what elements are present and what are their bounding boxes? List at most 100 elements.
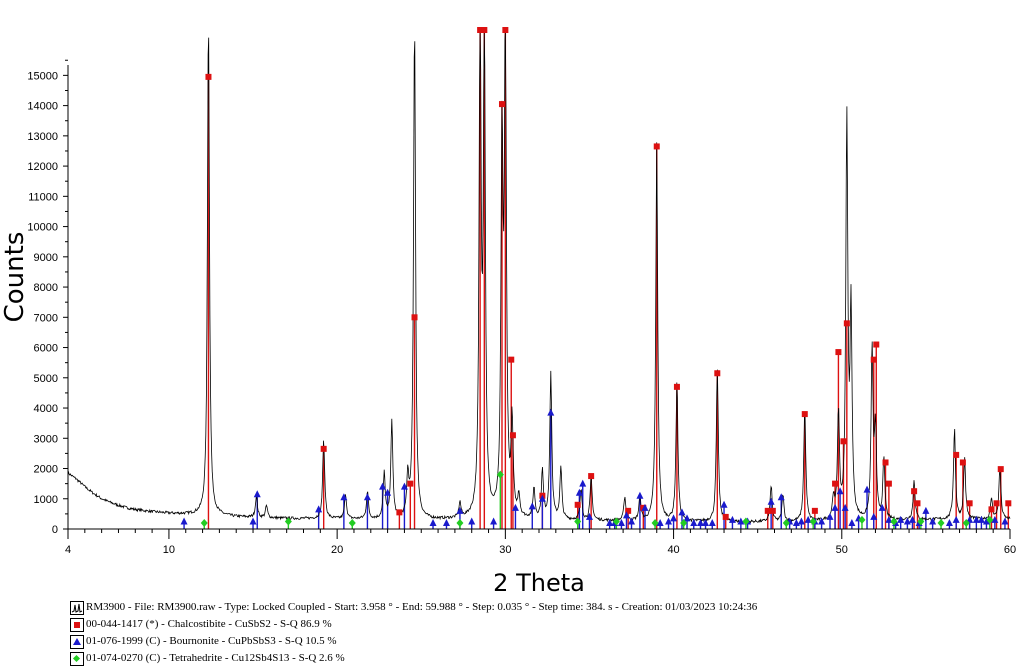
triangle-marker [836,487,844,495]
triangle-marker [606,518,614,526]
square-marker [966,500,973,507]
diamond-marker [612,517,620,526]
y-axis-title: Counts [0,232,30,323]
square-marker [953,451,960,458]
triangle-marker [690,518,698,526]
triangle-marker [456,506,464,514]
square-marker [502,27,509,33]
triangle-marker [253,490,261,498]
square-marker [320,445,327,452]
triangle-marker [622,511,630,519]
square-marker [205,73,212,80]
y-tick-label: 4000 [34,403,58,415]
square-marker [653,143,660,150]
square-marker [764,507,771,514]
square-marker [988,506,995,513]
triangle-marker [490,517,498,525]
x-axis-title: 2 Theta [493,569,585,597]
square-marker [882,459,889,466]
triangle-marker [885,515,893,523]
triangle-marker [841,503,849,511]
square-marker [407,480,414,487]
triangle-marker [922,506,930,514]
x-tick-label: 50 [836,544,848,556]
y-tick-label: 13000 [27,131,58,143]
triangle-marker [585,512,593,520]
triangle-marker [528,502,536,510]
triangle-marker [977,515,985,523]
legend-item-chalcostibite: 00-044-1417 (*) - Chalcostibite - CuSbS2… [70,617,757,634]
y-tick-label: 7000 [34,312,58,324]
triangle-marker [991,515,999,523]
triangle-marker [777,493,785,501]
y-tick-label: 6000 [34,343,58,355]
legend-item-tetrahedrite: 01-074-0270 (C) - Tetrahedrite - Cu12Sb4… [70,651,757,668]
square-marker [574,501,581,508]
y-tick-label: 9000 [34,252,58,264]
diamond-marker [782,518,790,527]
legend-label: 01-076-1999 (C) - Bournonite - CuPbSbS3 … [86,635,337,647]
y-tick-label: 10000 [27,222,58,234]
triangle-marker [249,517,257,525]
triangle-marker [797,517,805,525]
triangle-marker [683,514,691,522]
triangle-marker [972,515,980,523]
square-marker [811,507,818,514]
legend-label: RM3900 - File: RM3900.raw - Type: Locked… [86,601,758,613]
triangle-marker [429,518,437,526]
reference-markers [180,27,1012,527]
square-marker [508,356,515,363]
triangle-marker [728,515,736,523]
blue-triangle-icon [70,634,84,649]
triangle-marker [636,491,644,499]
square-marker [588,473,595,480]
diamond-marker [200,518,208,527]
reference-sticks [183,30,1010,529]
red-square-icon [70,617,84,632]
triangle-marker [538,494,546,502]
diamond-marker [809,517,817,526]
diamond-marker [742,517,750,526]
square-marker [873,341,880,348]
y-ticks: 0 1000 2000 3000 4000 5000 6000 7000 8000 9000 100… [27,59,68,536]
square-marker [911,488,918,495]
x-tick-label: 30 [499,544,511,556]
y-tick-label: 14000 [27,101,58,113]
x-tick-label: 20 [331,544,343,556]
triangle-marker [708,518,716,526]
square-marker [832,480,839,487]
triangle-marker [665,517,673,525]
diamond-marker [574,517,582,526]
square-marker [625,507,632,514]
square-marker [396,509,403,516]
diamond-marker [456,518,464,527]
triangle-marker [702,518,710,526]
y-tick-label: 8000 [34,282,58,294]
square-marker [997,466,1004,473]
triangle-marker [511,503,519,511]
triangle-marker [826,512,834,520]
legend-item-measured: RM3900 - File: RM3900.raw - Type: Locked… [70,600,757,617]
triangle-marker [818,517,826,525]
square-marker [673,383,680,390]
x-tick-label: 60 [1004,544,1016,556]
triangle-marker [575,488,583,496]
triangle-marker [863,485,871,493]
square-marker [835,349,842,356]
y-tick-label: 15000 [27,70,58,82]
triangle-marker [641,503,649,511]
square-marker [411,314,418,321]
triangle-marker [579,479,587,487]
triangle-marker [982,517,990,525]
triangle-marker [670,514,678,522]
y-tick-label: 5000 [34,373,58,385]
triangle-marker [945,518,953,526]
diamond-marker [962,518,970,527]
triangle-marker [897,515,905,523]
legend-label: 01-074-0270 (C) - Tetrahedrite - Cu12Sb4… [86,652,345,664]
triangle-marker [870,512,878,520]
measured-pattern-line [67,29,1011,524]
diamond-marker [890,517,898,526]
triangle-marker [678,508,686,516]
diamond-marker [937,518,945,527]
